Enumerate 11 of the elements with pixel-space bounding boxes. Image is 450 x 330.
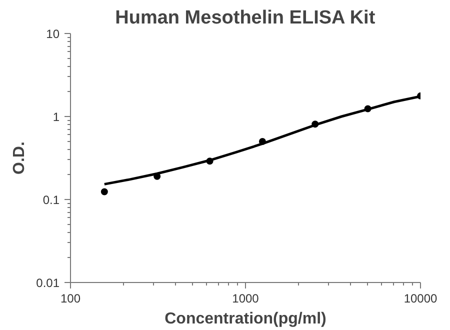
x-tick-label: 1000 xyxy=(232,292,260,306)
y-tick-label: 0.1 xyxy=(42,193,60,207)
y-tick-label: 1 xyxy=(52,110,60,124)
y-tick-label: 10 xyxy=(46,27,60,41)
y-tick-label: 0.01 xyxy=(36,276,60,290)
x-axis-title: Concentration(pg/ml) xyxy=(164,310,326,328)
y-axis-title: O.D. xyxy=(11,142,28,174)
chart-title: Human Mesothelin ELISA Kit xyxy=(115,8,376,28)
point xyxy=(100,188,108,196)
x-tick-label: 10000 xyxy=(404,292,438,306)
x-tick-label: 100 xyxy=(60,292,81,306)
